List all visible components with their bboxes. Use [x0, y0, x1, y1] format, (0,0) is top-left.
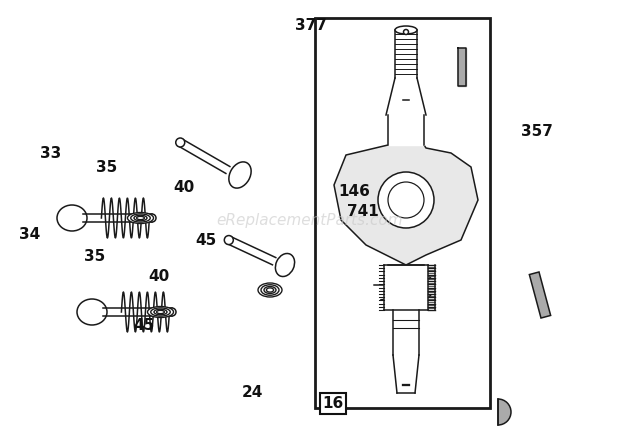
Polygon shape	[178, 139, 230, 173]
Ellipse shape	[224, 235, 233, 244]
Ellipse shape	[157, 310, 164, 314]
Ellipse shape	[134, 215, 147, 221]
Ellipse shape	[148, 214, 156, 222]
Text: 33: 33	[40, 146, 61, 161]
Ellipse shape	[57, 205, 87, 231]
Text: 40: 40	[149, 269, 170, 284]
Text: 45: 45	[133, 318, 154, 333]
Text: 40: 40	[174, 180, 195, 195]
Polygon shape	[458, 48, 466, 86]
Text: 377: 377	[294, 18, 326, 33]
Polygon shape	[334, 145, 478, 265]
Wedge shape	[498, 399, 511, 425]
Ellipse shape	[136, 216, 144, 219]
Ellipse shape	[77, 299, 107, 325]
Ellipse shape	[154, 309, 167, 315]
Text: 741: 741	[347, 204, 379, 219]
Ellipse shape	[175, 138, 185, 147]
Ellipse shape	[395, 26, 417, 34]
Text: 146: 146	[338, 184, 370, 199]
Ellipse shape	[258, 283, 282, 297]
Polygon shape	[393, 355, 419, 393]
Text: 35: 35	[96, 160, 117, 175]
Text: eReplacementParts.com: eReplacementParts.com	[216, 212, 404, 227]
Text: 357: 357	[521, 124, 552, 139]
Circle shape	[378, 172, 434, 228]
Text: 24: 24	[242, 385, 263, 400]
Circle shape	[388, 182, 424, 218]
Text: 45: 45	[195, 233, 216, 248]
Ellipse shape	[128, 212, 154, 223]
Ellipse shape	[229, 162, 251, 188]
Ellipse shape	[261, 285, 279, 295]
Polygon shape	[529, 272, 551, 318]
Text: 35: 35	[84, 249, 105, 264]
Polygon shape	[227, 236, 276, 265]
Ellipse shape	[131, 214, 150, 222]
Ellipse shape	[264, 286, 276, 293]
Ellipse shape	[168, 308, 176, 316]
Polygon shape	[386, 78, 426, 115]
Polygon shape	[388, 115, 424, 145]
Bar	[315, 18, 490, 408]
Ellipse shape	[275, 253, 294, 277]
Text: 16: 16	[322, 396, 343, 411]
Text: 34: 34	[19, 227, 40, 242]
Ellipse shape	[267, 288, 273, 292]
Polygon shape	[393, 310, 419, 355]
Polygon shape	[384, 265, 428, 310]
Ellipse shape	[151, 308, 170, 316]
Ellipse shape	[404, 29, 409, 34]
Ellipse shape	[148, 306, 174, 318]
